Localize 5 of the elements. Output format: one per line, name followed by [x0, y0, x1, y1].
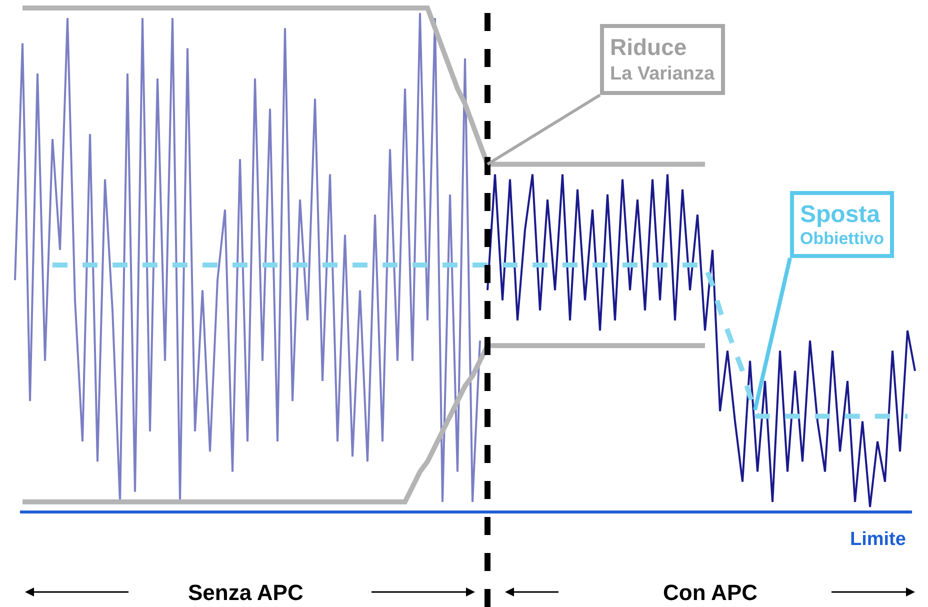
text: Con APC — [663, 580, 758, 605]
ref-line-label: Limite — [850, 529, 906, 550]
annotation: Sposta Obbiettivo — [800, 201, 884, 248]
annotation: Riduce La Varianza — [610, 34, 715, 85]
text: Senza APC — [188, 580, 304, 605]
